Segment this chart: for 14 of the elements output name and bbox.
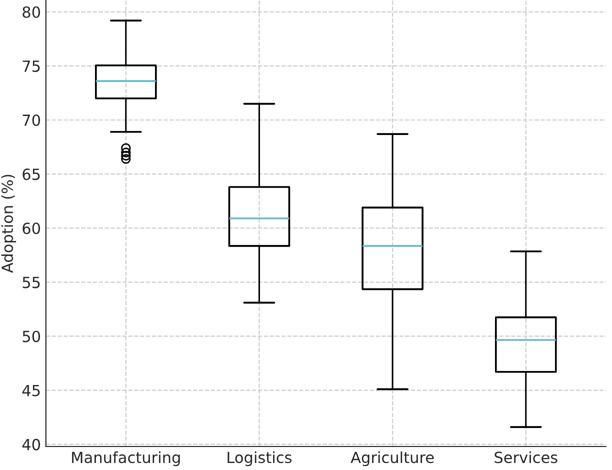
y-tick-label: 75 (22, 60, 40, 72)
y-tick-label: 80 (22, 6, 40, 18)
y-tick-label: 65 (22, 168, 40, 180)
y-tick-label: 45 (22, 384, 40, 396)
x-tick-label: Services (494, 451, 558, 464)
x-tick-label: Logistics (228, 451, 292, 466)
y-axis-title: Adoption (%) (1, 174, 16, 273)
y-tick-label: 70 (22, 114, 40, 126)
x-tick-label: Manufacturing (72, 451, 180, 466)
y-tick-label: 60 (22, 222, 40, 234)
y-tick-label: 50 (22, 330, 40, 342)
y-tick-label: 55 (22, 276, 40, 288)
y-tick-label: 40 (22, 438, 40, 450)
x-tick-label: Agriculture (350, 451, 434, 466)
